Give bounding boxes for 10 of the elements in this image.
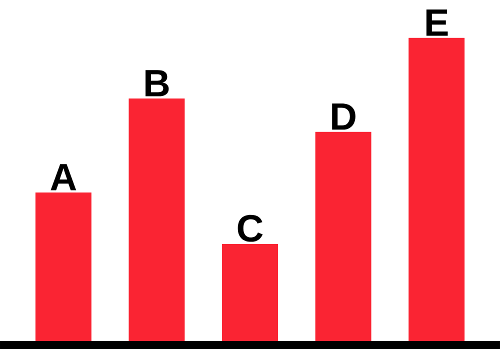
x-tick-label: E [426, 10, 448, 36]
bar [128, 98, 185, 341]
x-tick-label: C [238, 214, 263, 242]
x-tick-label: B [146, 70, 169, 96]
bar [35, 192, 92, 341]
bar [408, 38, 465, 341]
bar [315, 132, 372, 341]
x-tick-label: A [50, 164, 76, 190]
x-tick-label: D [332, 104, 356, 130]
bar [222, 244, 278, 341]
